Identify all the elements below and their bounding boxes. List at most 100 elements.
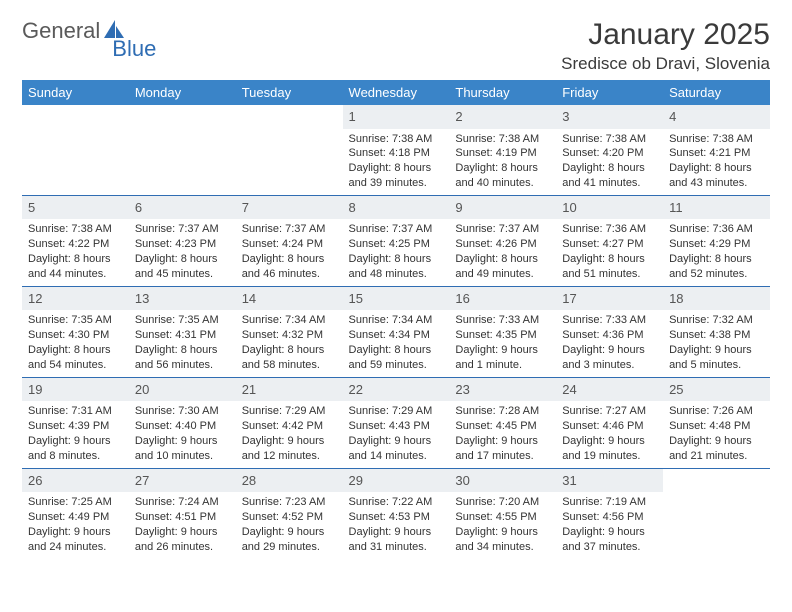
calendar-day-cell: 5Sunrise: 7:38 AMSunset: 4:22 PMDaylight… — [22, 195, 129, 286]
day-number: 21 — [236, 378, 343, 402]
calendar-day-cell: .. — [22, 105, 129, 195]
calendar-day-cell: 19Sunrise: 7:31 AMSunset: 4:39 PMDayligh… — [22, 377, 129, 468]
day-details: Sunrise: 7:33 AMSunset: 4:35 PMDaylight:… — [449, 310, 556, 376]
day-details: Sunrise: 7:37 AMSunset: 4:25 PMDaylight:… — [343, 219, 450, 285]
day-number: 3 — [556, 105, 663, 129]
location-label: Sredisce ob Dravi, Slovenia — [561, 54, 770, 74]
calendar-day-cell: 7Sunrise: 7:37 AMSunset: 4:24 PMDaylight… — [236, 195, 343, 286]
calendar-week-row: 5Sunrise: 7:38 AMSunset: 4:22 PMDaylight… — [22, 195, 770, 286]
weekday-header: Wednesday — [343, 80, 450, 105]
day-details: Sunrise: 7:36 AMSunset: 4:29 PMDaylight:… — [663, 219, 770, 285]
calendar-day-cell: 28Sunrise: 7:23 AMSunset: 4:52 PMDayligh… — [236, 468, 343, 558]
calendar-day-cell: .. — [129, 105, 236, 195]
day-number: 14 — [236, 287, 343, 311]
calendar-day-cell: 8Sunrise: 7:37 AMSunset: 4:25 PMDaylight… — [343, 195, 450, 286]
day-details: Sunrise: 7:35 AMSunset: 4:30 PMDaylight:… — [22, 310, 129, 376]
calendar-day-cell: 26Sunrise: 7:25 AMSunset: 4:49 PMDayligh… — [22, 468, 129, 558]
weekday-header: Sunday — [22, 80, 129, 105]
calendar-day-cell: 31Sunrise: 7:19 AMSunset: 4:56 PMDayligh… — [556, 468, 663, 558]
calendar-day-cell: 22Sunrise: 7:29 AMSunset: 4:43 PMDayligh… — [343, 377, 450, 468]
day-details: Sunrise: 7:34 AMSunset: 4:32 PMDaylight:… — [236, 310, 343, 376]
day-number: 19 — [22, 378, 129, 402]
calendar-day-cell: 12Sunrise: 7:35 AMSunset: 4:30 PMDayligh… — [22, 286, 129, 377]
day-details: Sunrise: 7:38 AMSunset: 4:20 PMDaylight:… — [556, 129, 663, 195]
day-number: 18 — [663, 287, 770, 311]
day-details: Sunrise: 7:20 AMSunset: 4:55 PMDaylight:… — [449, 492, 556, 558]
day-details: Sunrise: 7:33 AMSunset: 4:36 PMDaylight:… — [556, 310, 663, 376]
weekday-header: Tuesday — [236, 80, 343, 105]
day-details: Sunrise: 7:32 AMSunset: 4:38 PMDaylight:… — [663, 310, 770, 376]
weekday-header: Monday — [129, 80, 236, 105]
calendar-day-cell: 18Sunrise: 7:32 AMSunset: 4:38 PMDayligh… — [663, 286, 770, 377]
day-number: 15 — [343, 287, 450, 311]
calendar-day-cell: 9Sunrise: 7:37 AMSunset: 4:26 PMDaylight… — [449, 195, 556, 286]
weekday-header: Friday — [556, 80, 663, 105]
calendar-day-cell: 27Sunrise: 7:24 AMSunset: 4:51 PMDayligh… — [129, 468, 236, 558]
day-details: Sunrise: 7:26 AMSunset: 4:48 PMDaylight:… — [663, 401, 770, 467]
day-details: Sunrise: 7:37 AMSunset: 4:24 PMDaylight:… — [236, 219, 343, 285]
day-details: Sunrise: 7:37 AMSunset: 4:23 PMDaylight:… — [129, 219, 236, 285]
calendar-day-cell: 14Sunrise: 7:34 AMSunset: 4:32 PMDayligh… — [236, 286, 343, 377]
calendar-day-cell: .. — [236, 105, 343, 195]
day-number: 24 — [556, 378, 663, 402]
calendar-day-cell: 25Sunrise: 7:26 AMSunset: 4:48 PMDayligh… — [663, 377, 770, 468]
calendar-day-cell: 11Sunrise: 7:36 AMSunset: 4:29 PMDayligh… — [663, 195, 770, 286]
day-number: 4 — [663, 105, 770, 129]
day-details: Sunrise: 7:36 AMSunset: 4:27 PMDaylight:… — [556, 219, 663, 285]
brand-logo: General Blue — [22, 18, 156, 62]
calendar-day-cell: 23Sunrise: 7:28 AMSunset: 4:45 PMDayligh… — [449, 377, 556, 468]
day-number: 1 — [343, 105, 450, 129]
day-details: Sunrise: 7:38 AMSunset: 4:19 PMDaylight:… — [449, 129, 556, 195]
page-title: January 2025 — [561, 18, 770, 52]
day-details: Sunrise: 7:29 AMSunset: 4:43 PMDaylight:… — [343, 401, 450, 467]
calendar-day-cell: 4Sunrise: 7:38 AMSunset: 4:21 PMDaylight… — [663, 105, 770, 195]
day-number: 11 — [663, 196, 770, 220]
day-number: 2 — [449, 105, 556, 129]
calendar-day-cell: 16Sunrise: 7:33 AMSunset: 4:35 PMDayligh… — [449, 286, 556, 377]
day-details: Sunrise: 7:34 AMSunset: 4:34 PMDaylight:… — [343, 310, 450, 376]
day-details: Sunrise: 7:22 AMSunset: 4:53 PMDaylight:… — [343, 492, 450, 558]
day-details: Sunrise: 7:24 AMSunset: 4:51 PMDaylight:… — [129, 492, 236, 558]
calendar-day-cell: 6Sunrise: 7:37 AMSunset: 4:23 PMDaylight… — [129, 195, 236, 286]
calendar-day-cell: 17Sunrise: 7:33 AMSunset: 4:36 PMDayligh… — [556, 286, 663, 377]
calendar-week-row: 12Sunrise: 7:35 AMSunset: 4:30 PMDayligh… — [22, 286, 770, 377]
day-details: Sunrise: 7:38 AMSunset: 4:18 PMDaylight:… — [343, 129, 450, 195]
weekday-header: Thursday — [449, 80, 556, 105]
day-number: 12 — [22, 287, 129, 311]
day-number: 8 — [343, 196, 450, 220]
calendar-day-cell: 10Sunrise: 7:36 AMSunset: 4:27 PMDayligh… — [556, 195, 663, 286]
day-number: 20 — [129, 378, 236, 402]
brand-part1: General — [22, 18, 100, 44]
calendar-week-row: 26Sunrise: 7:25 AMSunset: 4:49 PMDayligh… — [22, 468, 770, 558]
calendar-day-cell: .. — [663, 468, 770, 558]
day-number: 16 — [449, 287, 556, 311]
day-number: 23 — [449, 378, 556, 402]
day-number: 30 — [449, 469, 556, 493]
calendar-day-cell: 3Sunrise: 7:38 AMSunset: 4:20 PMDaylight… — [556, 105, 663, 195]
day-details: Sunrise: 7:38 AMSunset: 4:21 PMDaylight:… — [663, 129, 770, 195]
calendar-day-cell: 21Sunrise: 7:29 AMSunset: 4:42 PMDayligh… — [236, 377, 343, 468]
day-details: Sunrise: 7:38 AMSunset: 4:22 PMDaylight:… — [22, 219, 129, 285]
day-details: Sunrise: 7:35 AMSunset: 4:31 PMDaylight:… — [129, 310, 236, 376]
day-number: 5 — [22, 196, 129, 220]
day-details: Sunrise: 7:29 AMSunset: 4:42 PMDaylight:… — [236, 401, 343, 467]
calendar-day-cell: 2Sunrise: 7:38 AMSunset: 4:19 PMDaylight… — [449, 105, 556, 195]
day-number: 27 — [129, 469, 236, 493]
brand-part2: Blue — [112, 36, 156, 62]
day-details: Sunrise: 7:19 AMSunset: 4:56 PMDaylight:… — [556, 492, 663, 558]
day-details: Sunrise: 7:27 AMSunset: 4:46 PMDaylight:… — [556, 401, 663, 467]
day-number: 28 — [236, 469, 343, 493]
day-number: 22 — [343, 378, 450, 402]
day-number: 25 — [663, 378, 770, 402]
weekday-header: Saturday — [663, 80, 770, 105]
day-details: Sunrise: 7:28 AMSunset: 4:45 PMDaylight:… — [449, 401, 556, 467]
calendar-day-cell: 15Sunrise: 7:34 AMSunset: 4:34 PMDayligh… — [343, 286, 450, 377]
day-details: Sunrise: 7:23 AMSunset: 4:52 PMDaylight:… — [236, 492, 343, 558]
day-number: 31 — [556, 469, 663, 493]
day-number: 9 — [449, 196, 556, 220]
weekday-header-row: Sunday Monday Tuesday Wednesday Thursday… — [22, 80, 770, 105]
day-number: 26 — [22, 469, 129, 493]
day-number: 29 — [343, 469, 450, 493]
calendar-table: Sunday Monday Tuesday Wednesday Thursday… — [22, 80, 770, 559]
calendar-week-row: ......1Sunrise: 7:38 AMSunset: 4:18 PMDa… — [22, 105, 770, 195]
